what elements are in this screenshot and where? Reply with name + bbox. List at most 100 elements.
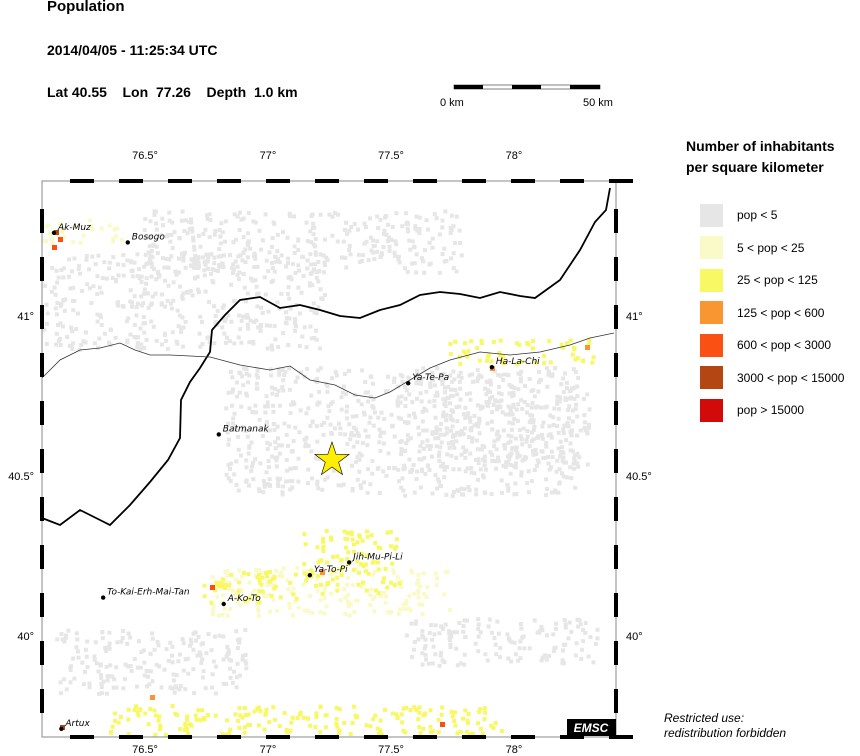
population-cell: [484, 358, 489, 363]
population-cell: [344, 409, 349, 414]
population-cell: [493, 642, 498, 647]
population-cell: [506, 656, 511, 661]
lat-tick-label: 40°: [17, 631, 34, 643]
population-cell: [575, 394, 580, 399]
population-cell: [44, 302, 49, 307]
population-cell: [280, 230, 285, 235]
population-cell: [375, 726, 380, 731]
population-cell: [465, 729, 470, 734]
population-cell: [191, 691, 196, 696]
population-cell: [230, 421, 235, 426]
population-cell: [522, 400, 527, 405]
population-cell: [533, 447, 538, 452]
population-cell: [118, 715, 123, 720]
population-cell: [534, 452, 539, 457]
population-cell: [232, 590, 237, 595]
lon-value: 77.26: [155, 84, 191, 100]
population-cell: [554, 621, 559, 626]
population-cell: [90, 254, 95, 259]
population-cell: [448, 428, 453, 433]
population-cell: [563, 642, 568, 647]
population-cell: [407, 238, 412, 243]
legend-swatch: [700, 398, 723, 422]
population-cell: [563, 622, 568, 627]
frame-tick: [614, 353, 618, 377]
population-cell: [224, 654, 229, 659]
population-cell: [274, 464, 279, 469]
population-cell: [183, 723, 188, 728]
population-cell: [252, 251, 257, 256]
population-cell: [450, 442, 455, 447]
population-cell: [403, 396, 408, 401]
population-cell: [540, 436, 545, 441]
population-cell: [520, 635, 525, 640]
population-cell: [297, 712, 302, 717]
population-cell: [198, 718, 203, 723]
population-cell: [317, 346, 322, 351]
population-cell: [316, 259, 321, 264]
population-cell: [570, 449, 575, 454]
population-cell: [152, 708, 157, 713]
population-cell: [467, 488, 472, 493]
population-cell: [221, 634, 226, 639]
frame-tick: [266, 179, 290, 183]
population-cell: [233, 427, 238, 432]
population-cell: [236, 277, 241, 282]
population-cell: [528, 413, 533, 418]
population-cell: [310, 420, 315, 425]
population-cell: [424, 389, 429, 394]
population-cell: [89, 224, 94, 229]
population-cell: [215, 309, 220, 314]
population-cell: [229, 658, 234, 663]
population-cell: [473, 641, 478, 646]
population-cell: [404, 211, 409, 216]
population-cell: [221, 577, 226, 582]
population-cell: [97, 691, 102, 696]
population-cell: [334, 705, 339, 710]
population-cell: [66, 628, 71, 633]
population-cell: [172, 690, 177, 695]
population-cell: [260, 238, 265, 243]
population-cell: [144, 276, 149, 281]
population-cell: [212, 232, 217, 237]
population-cell: [292, 251, 297, 256]
emsc-logo: EMSC: [567, 719, 616, 736]
population-cell: [339, 407, 344, 412]
population-cell: [178, 284, 183, 289]
population-cell: [314, 711, 319, 716]
population-cell: [406, 606, 411, 611]
population-cell: [115, 640, 120, 645]
population-cell: [435, 486, 440, 491]
population-cell: [336, 483, 341, 488]
population-cell: [363, 562, 368, 567]
population-cell: [136, 639, 141, 644]
population-cell: [190, 229, 195, 234]
population-cell: [519, 470, 524, 475]
population-cell: [567, 620, 572, 625]
population-cell: [114, 665, 119, 670]
population-cell: [427, 447, 432, 452]
population-cell: [188, 288, 193, 293]
population-cell: [265, 583, 270, 588]
population-cell: [211, 659, 216, 664]
population-cell: [167, 218, 172, 223]
frame-tick: [609, 735, 633, 739]
population-cell: [297, 311, 302, 316]
population-cell: [514, 445, 519, 450]
population-cell: [186, 671, 191, 676]
population-cell: [226, 390, 231, 395]
population-cell: [116, 300, 121, 305]
city-label: A-Ko-To: [227, 594, 261, 604]
population-cell: [264, 394, 269, 399]
population-cell: [346, 550, 351, 555]
population-cell: [255, 304, 260, 309]
population-cell: [244, 465, 249, 470]
population-cell: [238, 603, 243, 608]
population-cell: [308, 252, 313, 257]
population-cell: [389, 580, 394, 585]
population-cell: [304, 345, 309, 350]
population-cell: [311, 301, 316, 306]
population-cell: [122, 677, 127, 682]
population-cell: [381, 231, 386, 236]
population-cell: [433, 473, 438, 478]
